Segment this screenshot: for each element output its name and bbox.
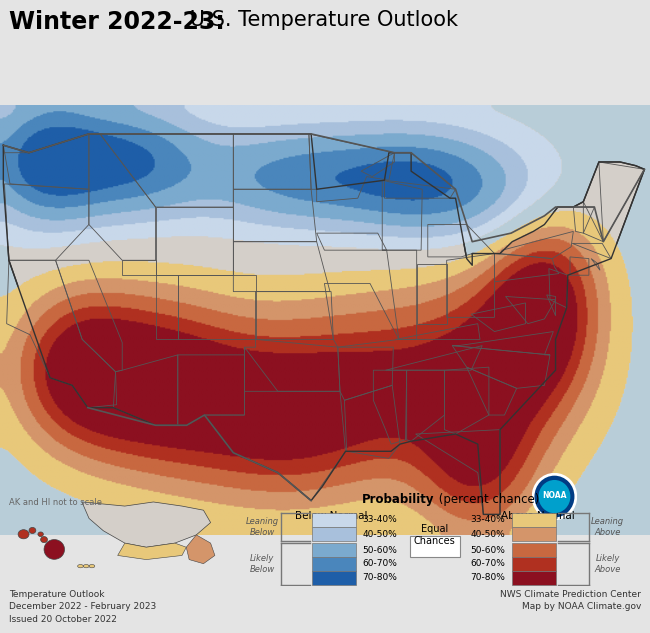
Bar: [311, 543, 356, 557]
Text: 70-80%: 70-80%: [471, 573, 506, 582]
Ellipse shape: [77, 565, 83, 568]
Ellipse shape: [18, 530, 29, 539]
Ellipse shape: [38, 532, 44, 537]
Text: 60-70%: 60-70%: [362, 560, 397, 568]
Text: 60-70%: 60-70%: [471, 560, 506, 568]
Bar: [512, 513, 556, 527]
Polygon shape: [187, 535, 215, 563]
Text: Likely
Below: Likely Below: [250, 555, 275, 573]
Text: Winter 2022-23:: Winter 2022-23:: [9, 10, 225, 34]
Text: U.S. Temperature Outlook: U.S. Temperature Outlook: [183, 10, 458, 30]
Bar: [512, 543, 556, 557]
Text: Probability: Probability: [362, 494, 435, 506]
Text: Below Normal: Below Normal: [295, 511, 368, 522]
Text: 40-50%: 40-50%: [362, 530, 397, 539]
Bar: [311, 557, 356, 571]
Text: Leaning
Below: Leaning Below: [246, 517, 279, 537]
Text: Likely
Above: Likely Above: [594, 555, 621, 573]
Text: Above Normal: Above Normal: [501, 511, 575, 522]
Circle shape: [533, 474, 576, 519]
Bar: [512, 527, 556, 541]
Bar: [512, 571, 556, 585]
Text: 70-80%: 70-80%: [362, 573, 397, 582]
Ellipse shape: [29, 527, 36, 534]
Bar: [512, 557, 556, 571]
Polygon shape: [82, 502, 211, 547]
Ellipse shape: [44, 539, 64, 560]
Circle shape: [538, 480, 570, 513]
Text: 50-60%: 50-60%: [362, 546, 397, 555]
Ellipse shape: [83, 565, 89, 568]
Text: 40-50%: 40-50%: [471, 530, 506, 539]
Text: NWS Climate Prediction Center
Map by NOAA Climate.gov: NWS Climate Prediction Center Map by NOA…: [500, 590, 641, 611]
Bar: [311, 513, 356, 527]
Bar: [311, 527, 356, 541]
Text: Leaning
Above: Leaning Above: [591, 517, 624, 537]
Bar: [410, 536, 460, 557]
Polygon shape: [118, 543, 187, 560]
Text: 50-60%: 50-60%: [471, 546, 506, 555]
Polygon shape: [0, 105, 650, 535]
Ellipse shape: [40, 537, 47, 542]
Text: 33-40%: 33-40%: [471, 515, 506, 524]
Polygon shape: [3, 134, 644, 515]
Text: Equal
Chances: Equal Chances: [414, 524, 456, 546]
Text: Temperature Outlook
December 2022 - February 2023
Issued 20 October 2022: Temperature Outlook December 2022 - Febr…: [9, 590, 157, 624]
Ellipse shape: [89, 565, 95, 568]
Text: NOAA: NOAA: [542, 491, 567, 500]
Text: (percent chance): (percent chance): [435, 494, 540, 506]
Bar: [311, 571, 356, 585]
Text: 33-40%: 33-40%: [362, 515, 397, 524]
Text: AK and HI not to scale: AK and HI not to scale: [9, 498, 102, 507]
